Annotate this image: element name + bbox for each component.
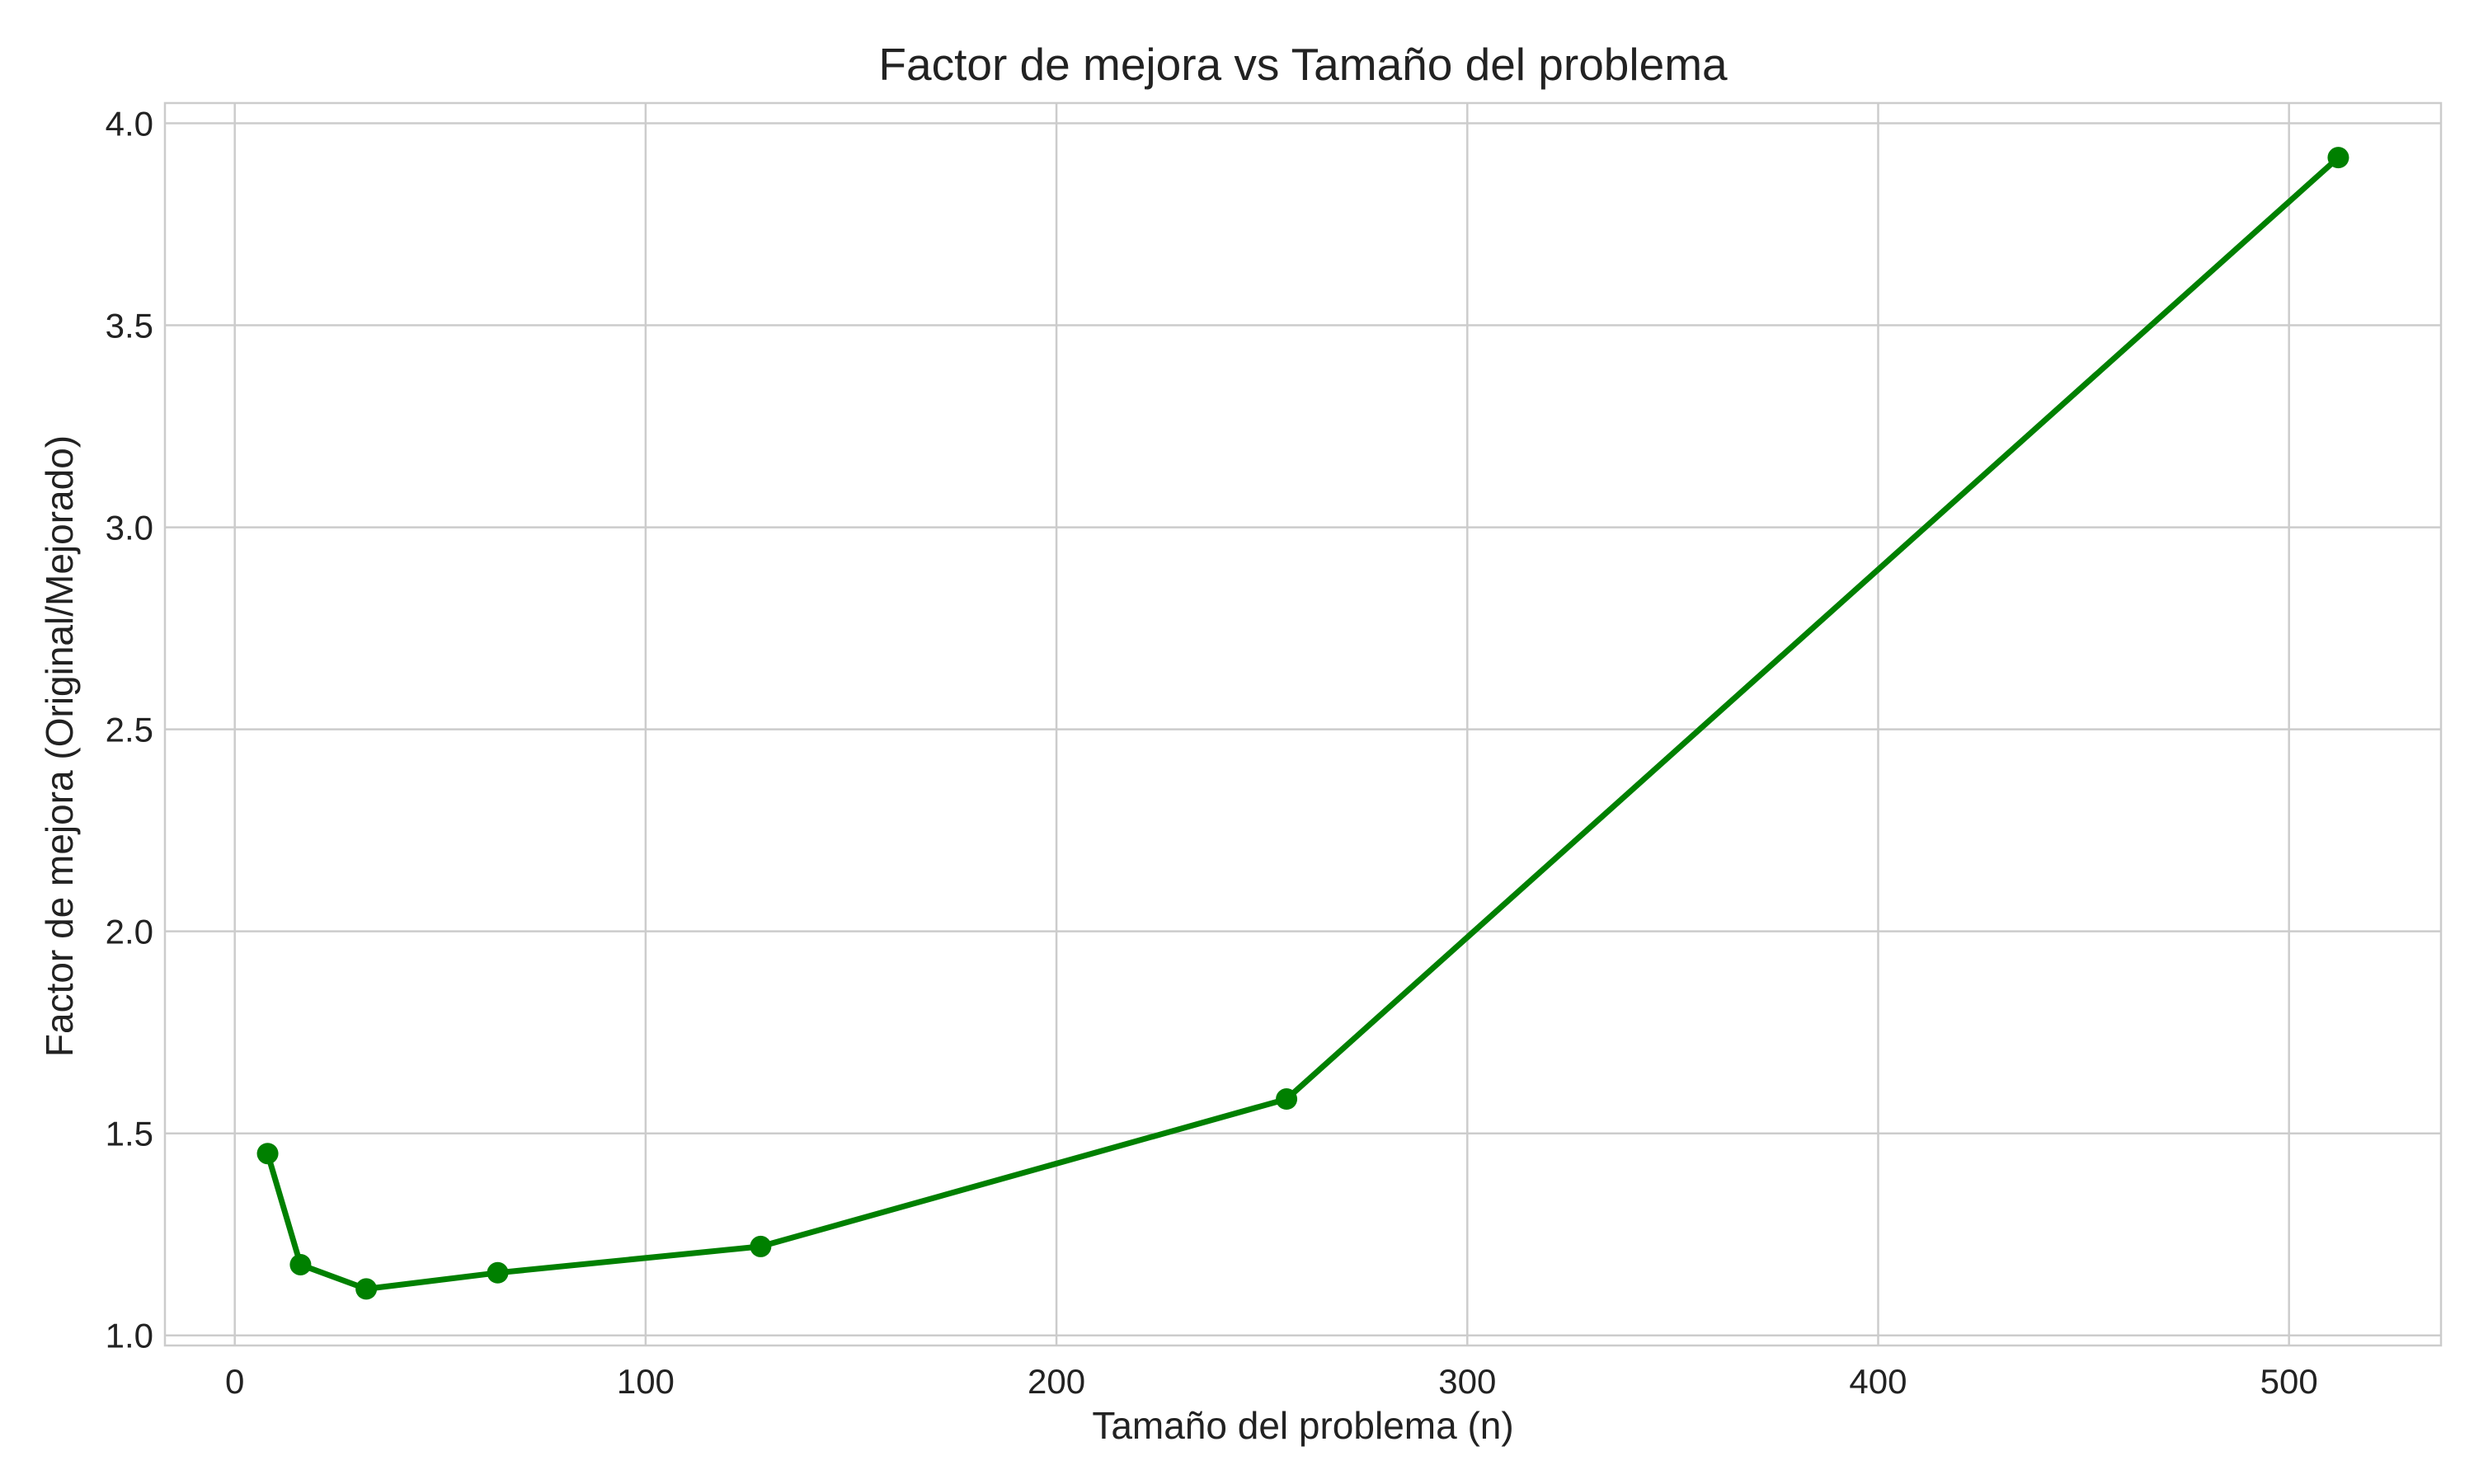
series-group xyxy=(256,147,2349,1300)
y-tick-label: 3.0 xyxy=(106,509,153,547)
grid xyxy=(165,103,2441,1345)
x-tick-label: 100 xyxy=(617,1362,675,1401)
x-axis-label: Tamaño del problema (n) xyxy=(1092,1404,1513,1447)
x-tick-label: 0 xyxy=(225,1362,244,1401)
y-tick-label: 1.0 xyxy=(106,1317,153,1355)
data-point xyxy=(2327,147,2349,169)
data-point xyxy=(289,1253,312,1275)
series-line xyxy=(265,154,2341,1292)
chart-title: Factor de mejora vs Tamaño del problema xyxy=(878,39,1728,90)
y-tick-label: 1.5 xyxy=(106,1115,153,1153)
data-point xyxy=(487,1261,509,1284)
y-tick-label: 2.5 xyxy=(106,711,153,749)
data-point xyxy=(256,1143,279,1165)
x-tick-label: 400 xyxy=(1849,1362,1907,1401)
y-axis-ticks: 1.0 1.5 2.0 2.5 3.0 3.5 4.0 xyxy=(106,105,153,1355)
y-tick-label: 2.0 xyxy=(106,913,153,951)
data-point xyxy=(750,1235,772,1257)
y-tick-label: 4.0 xyxy=(106,105,153,143)
data-point xyxy=(1276,1088,1298,1111)
x-tick-label: 500 xyxy=(2260,1362,2318,1401)
y-tick-label: 3.5 xyxy=(106,307,153,345)
x-axis-ticks: 0 100 200 300 400 500 xyxy=(225,1362,2318,1401)
x-tick-label: 300 xyxy=(1438,1362,1496,1401)
data-point xyxy=(355,1278,378,1300)
x-tick-label: 200 xyxy=(1028,1362,1085,1401)
plot-area xyxy=(163,101,2443,1347)
y-axis-label: Factor de mejora (Original/Mejorado) xyxy=(38,435,81,1057)
